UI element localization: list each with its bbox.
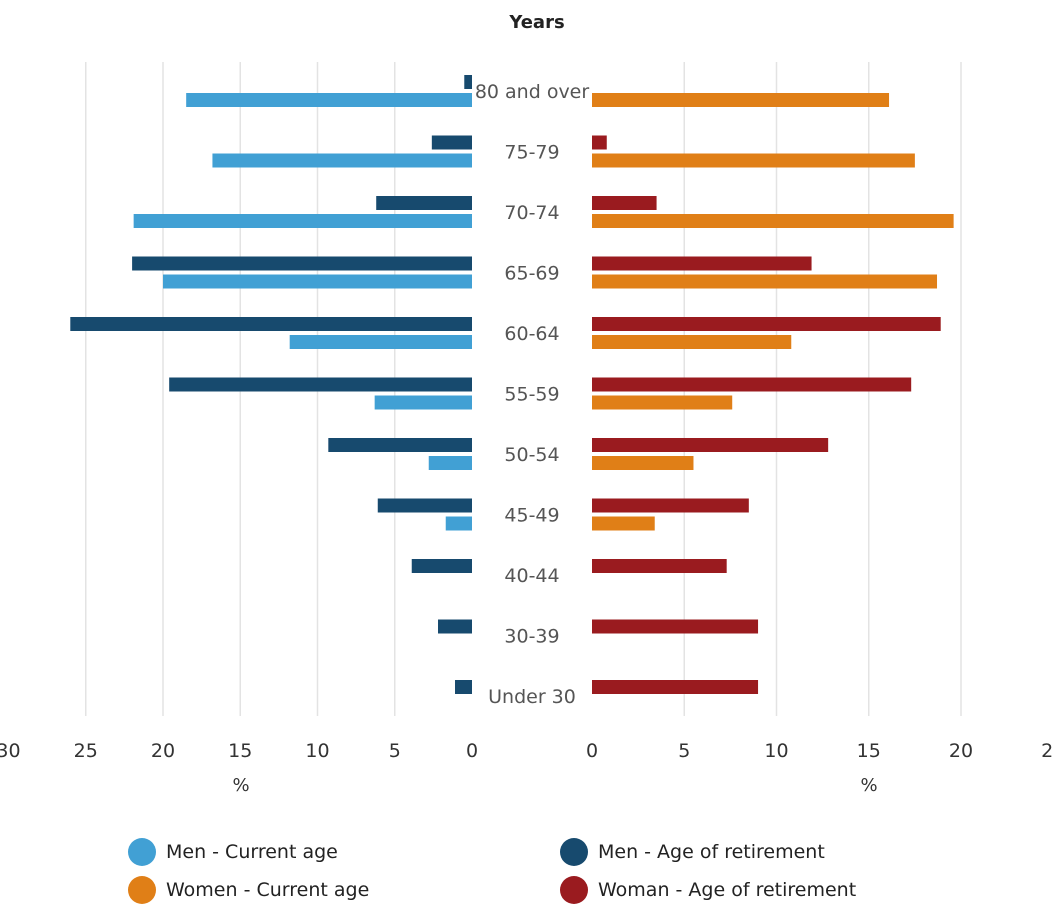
bar-left-1 [428,456,472,470]
bar-right-1 [592,93,890,107]
legend-swatch [128,876,156,904]
bar-right-1 [592,516,655,531]
bar-right-1 [592,274,938,289]
right-tick-label: 20 [949,740,973,762]
bar-left-1 [163,274,472,289]
legend-item[interactable]: Men - Current age [128,836,338,868]
pyramid-bar-chart: Years 30 25 20 15 10 5 0 0 5 10 15 20 25 80 and over 7… [0,12,1054,796]
category-label: 80 and over [475,81,590,103]
legend: Men - Current age Men - Age of retirement… [128,836,948,905]
bar-right-0 [592,498,749,513]
bar-right-0 [592,196,657,210]
bar-left-1 [445,516,472,531]
legend-swatch [560,876,588,904]
right-axis-title: % [860,775,877,796]
legend-swatch [128,838,156,866]
left-tick-label: 15 [228,740,252,762]
bar-left-0 [169,377,472,392]
labels: 30 25 20 15 10 5 0 0 5 10 15 20 25 80 and over 75-79 70… [0,81,1054,762]
bar-right-1 [592,456,694,470]
category-label: 45-49 [504,505,559,527]
bar-left-1 [212,153,472,168]
left-tick-label: 5 [389,740,401,762]
bar-right-0 [592,559,727,573]
legend-label: Men - Current age [166,841,338,863]
bar-right-1 [592,395,733,410]
bar-left-1 [374,395,472,410]
left-tick-label: 25 [74,740,98,762]
right-tick-label: 25 [1041,740,1054,762]
bar-left-0 [376,196,472,210]
category-label: 60-64 [504,323,559,345]
bar-right-0 [592,256,812,271]
legend-swatch [560,838,588,866]
category-label: 70-74 [504,202,559,224]
chart-title: Years [508,12,564,33]
bar-right-0 [592,438,829,452]
bar-left-1 [186,93,473,107]
bar-right-0 [592,135,607,150]
bar-left-0 [464,75,472,89]
bar-right-1 [592,153,915,168]
category-label: Under 30 [488,686,576,708]
bars [70,75,954,694]
bar-left-0 [70,317,473,331]
legend-item[interactable]: Men - Age of retirement [560,836,825,868]
left-tick-label: 30 [0,740,21,762]
bar-right-0 [592,377,912,392]
category-label: 55-59 [504,384,559,406]
category-label: 65-69 [504,263,559,285]
bar-left-0 [377,498,472,513]
left-tick-label: 0 [466,740,478,762]
bar-right-1 [592,214,954,228]
bar-left-1 [289,335,472,349]
left-tick-label: 10 [305,740,329,762]
category-label: 50-54 [504,444,559,466]
bar-right-0 [592,317,941,331]
bar-left-0 [411,559,472,573]
bar-left-1 [133,214,472,228]
left-tick-label: 20 [151,740,175,762]
legend-item[interactable]: Woman - Age of retirement [560,874,856,906]
right-tick-label: 0 [586,740,598,762]
bar-right-1 [592,335,792,349]
left-axis-title: % [232,775,249,796]
bar-left-0 [132,256,472,271]
right-tick-label: 10 [764,740,788,762]
legend-item[interactable]: Women - Current age [128,874,369,906]
bar-left-0 [455,680,472,694]
right-tick-label: 15 [857,740,881,762]
legend-label: Men - Age of retirement [598,841,825,863]
bar-left-0 [438,619,472,634]
right-tick-label: 5 [678,740,690,762]
legend-label: Woman - Age of retirement [598,879,857,901]
category-label: 30-39 [504,626,559,648]
legend-label: Women - Current age [166,879,370,901]
category-label: 75-79 [504,142,559,164]
bar-left-0 [431,135,472,150]
bar-right-0 [592,680,759,694]
bar-right-0 [592,619,759,634]
category-label: 40-44 [504,565,559,587]
bar-left-0 [328,438,472,452]
